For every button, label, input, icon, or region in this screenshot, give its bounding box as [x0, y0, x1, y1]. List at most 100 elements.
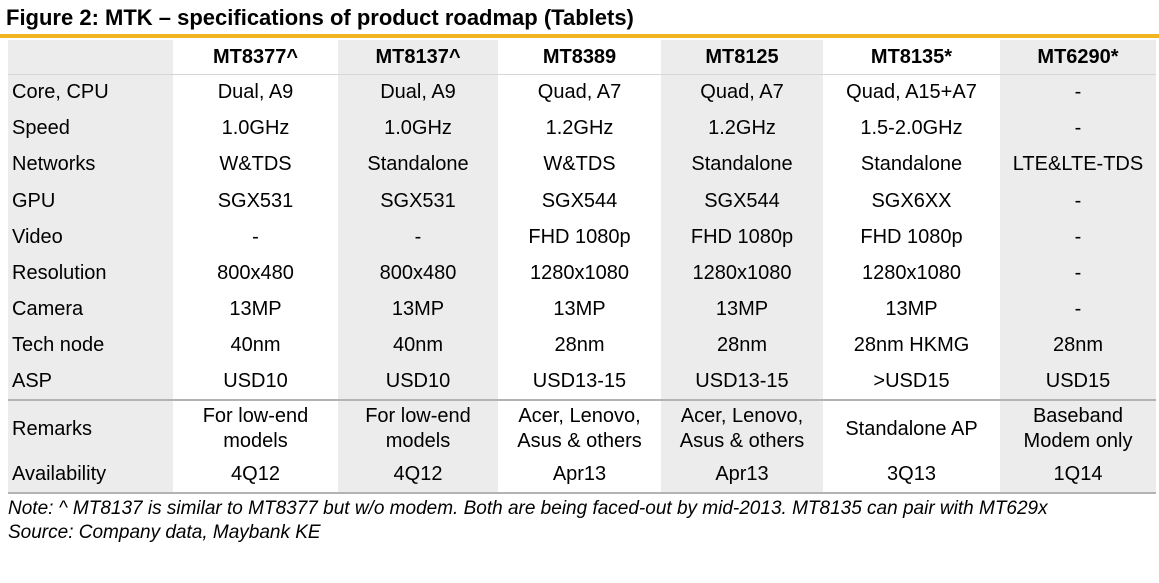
- header-corner: [8, 40, 173, 75]
- table-cell: USD10: [338, 364, 498, 401]
- table-cell: -: [1000, 291, 1156, 328]
- table-cell: For low-end models: [338, 399, 498, 458]
- table-cell: -: [1000, 110, 1156, 147]
- table-row: Tech node 40nm 40nm 28nm 28nm 28nm HKMG 28nm: [8, 327, 1156, 364]
- column-header: MT8125: [661, 40, 823, 75]
- row-label: Availability: [8, 457, 173, 495]
- table-cell: Standalone: [661, 146, 823, 184]
- table-row: Core, CPU Dual, A9 Dual, A9 Quad, A7 Quad, A…: [8, 74, 1156, 111]
- table-cell: 28nm HKMG: [853, 334, 970, 357]
- table-cell: Quad, A7: [661, 74, 823, 111]
- table-cell: 13MP: [338, 291, 498, 328]
- table-cell: W&TDS: [219, 153, 292, 176]
- table-row: Speed 1.0GHz 1.0GHz 1.2GHz 1.2GHz 1.5-2.0GHz -: [8, 110, 1156, 147]
- table-cell: Standalone AP: [823, 399, 1000, 458]
- table-cell: 13MP: [661, 291, 823, 328]
- cell-line: models: [223, 430, 288, 453]
- table-row: Resolution 800x480 800x480 1280x1080 1280x10…: [8, 255, 1156, 292]
- row-label: Speed: [8, 110, 173, 147]
- table-cell: SGX6XX: [871, 189, 952, 212]
- cell-line: models: [385, 430, 451, 453]
- column-header: MT8377^: [173, 40, 338, 75]
- row-label: GPU: [8, 183, 173, 220]
- table-row: GPU SGX531 SGX531 SGX544 SGX544 SGX6XX -: [8, 183, 1156, 220]
- column-header: MT8389: [498, 40, 661, 75]
- table-cell: USD13-15: [532, 370, 627, 393]
- table-row: ASP USD10 USD10 USD13-15 USD13-15 >USD15 USD15: [8, 364, 1156, 401]
- table-cell: -: [252, 225, 259, 248]
- footnote: Note: ^ MT8137 is similar to MT8377 but …: [8, 498, 1048, 519]
- table-cell: 13MP: [885, 298, 938, 321]
- row-label: Core, CPU: [8, 74, 173, 111]
- table-cell: LTE&LTE-TDS: [1000, 146, 1156, 184]
- table-cell: >USD15: [873, 370, 950, 393]
- table-cell: Acer, Lenovo, Asus & others: [498, 399, 661, 458]
- table-cell: SGX531: [338, 183, 498, 220]
- cell-line: Acer, Lenovo,: [518, 405, 641, 428]
- table-cell: 4Q12: [173, 457, 338, 495]
- table-cell: Apr13: [661, 457, 823, 495]
- table-cell: 800x480: [338, 255, 498, 292]
- table-cell: -: [1000, 74, 1156, 111]
- table-row: Availability 4Q12 4Q12 Apr13 Apr13 3Q13 1Q14: [8, 457, 1156, 495]
- table-cell: Standalone: [338, 146, 498, 184]
- header-row: MT8377^ MT8137^ MT8389 MT8125 MT8135* MT…: [8, 40, 1156, 75]
- table-cell: -: [1000, 219, 1156, 256]
- table-cell: Quad, A7: [537, 81, 622, 104]
- table-cell: W&TDS: [543, 153, 616, 176]
- table-cell: FHD 1080p: [528, 225, 631, 248]
- table-cell: 1.0GHz: [338, 110, 498, 147]
- table-cell: Dual, A9: [338, 74, 498, 111]
- row-label: Video: [8, 219, 173, 256]
- table-row: Remarks For low-end models For low-end model…: [8, 399, 1156, 458]
- spec-table: MT8377^ MT8137^ MT8389 MT8125 MT8135* MT…: [8, 40, 1156, 495]
- table-cell: 1.5-2.0GHz: [860, 117, 963, 140]
- table-cell: 1.0GHz: [221, 117, 290, 140]
- table-cell: 1280x1080: [862, 262, 961, 285]
- figure-notes: Note: ^ MT8137 is similar to MT8377 but …: [8, 497, 1156, 545]
- cell-line: Standalone AP: [845, 417, 978, 440]
- table-cell: Dual, A9: [217, 81, 294, 104]
- column-header: MT8137^: [338, 40, 498, 75]
- column-header: MT8135*: [823, 40, 1000, 75]
- table-cell: 1280x1080: [530, 262, 629, 285]
- cell-line: Baseband: [1032, 405, 1124, 428]
- table-cell: 1.2GHz: [545, 117, 614, 140]
- cell-line: Asus & others: [517, 430, 642, 453]
- table-cell: 28nm: [554, 334, 605, 357]
- table-cell: USD10: [223, 370, 288, 393]
- table-cell: USD15: [1000, 364, 1156, 401]
- table-cell: 13MP: [229, 298, 282, 321]
- cell-line: For low-end: [202, 405, 309, 428]
- row-label: Tech node: [8, 327, 173, 364]
- row-label: Resolution: [8, 255, 173, 292]
- table-cell: 13MP: [553, 298, 606, 321]
- source-line: Source: Company data, Maybank KE: [8, 522, 321, 543]
- table-cell: -: [1000, 183, 1156, 220]
- table-cell: 1Q14: [1000, 457, 1156, 495]
- table-cell: 40nm: [230, 334, 281, 357]
- cell-line: Modem only: [1023, 430, 1133, 453]
- row-label: ASP: [8, 364, 173, 401]
- column-header: MT6290*: [1000, 40, 1156, 75]
- table-cell: 28nm: [1000, 327, 1156, 364]
- table-cell: Standalone: [860, 153, 963, 176]
- row-label: Camera: [8, 291, 173, 328]
- row-label: Networks: [8, 146, 173, 184]
- table-cell: Apr13: [498, 457, 661, 495]
- table-cell: Quad, A15+A7: [846, 81, 977, 104]
- table-cell: For low-end models: [173, 399, 338, 458]
- table-cell: SGX531: [217, 189, 294, 212]
- table-cell: -: [338, 219, 498, 256]
- table-cell: 3Q13: [823, 457, 1000, 495]
- table-cell: SGX544: [541, 189, 618, 212]
- table-cell: 800x480: [217, 262, 294, 285]
- table-cell: Acer, Lenovo, Asus & others: [661, 399, 823, 458]
- cell-line: Acer, Lenovo,: [680, 405, 804, 428]
- figure-title: Figure 2: MTK – specifications of produc…: [6, 5, 634, 30]
- table-row: Networks W&TDS Standalone W&TDS Standalone St…: [8, 146, 1156, 184]
- table-cell: 40nm: [338, 327, 498, 364]
- table-row: Camera 13MP 13MP 13MP 13MP 13MP -: [8, 291, 1156, 328]
- table-cell: 1.2GHz: [661, 110, 823, 147]
- spec-table-body: Core, CPU Dual, A9 Dual, A9 Quad, A7 Quad, A…: [8, 74, 1156, 495]
